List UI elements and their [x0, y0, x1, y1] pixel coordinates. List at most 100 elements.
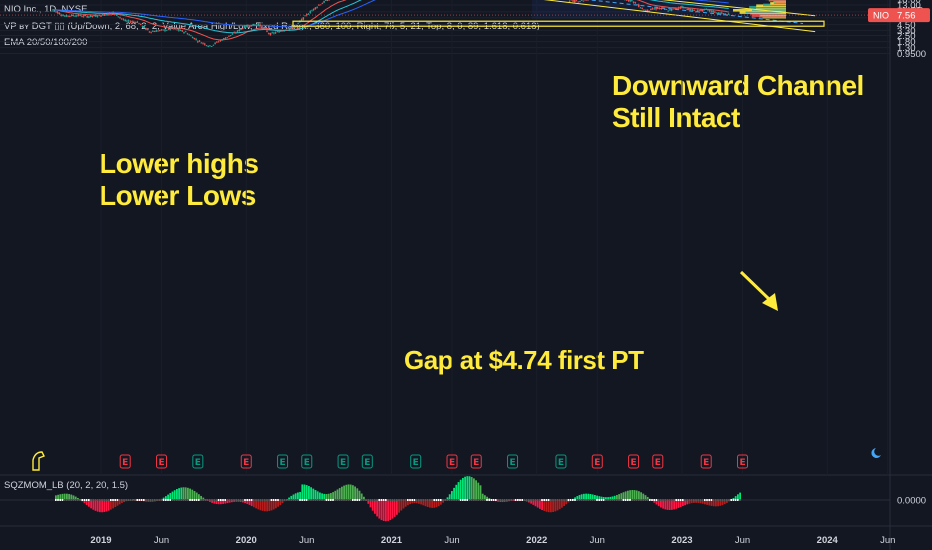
candle-body	[634, 2, 637, 4]
sqz-dot	[145, 499, 147, 501]
annotation-downward-channel[interactable]: Downward Channel Still Intact	[612, 70, 864, 134]
earnings-marker-box	[555, 454, 567, 469]
earnings-marker-box	[301, 454, 313, 469]
earnings-marker-label: E	[473, 458, 479, 468]
sqz-dot	[675, 499, 677, 501]
sqz-bar	[534, 500, 537, 507]
candle-body	[188, 34, 190, 36]
sqz-dot	[541, 499, 543, 501]
time-axis[interactable]: 2019 Jun 2020 Jun 2021 Jun 2022 Jun 2023 Jun 2024 J…	[90, 535, 895, 546]
sqz-dot	[272, 499, 275, 501]
sqz-dot	[246, 499, 248, 501]
candle-body	[584, 0, 586, 1]
sqz-dot	[187, 499, 189, 501]
candle-body	[178, 29, 180, 31]
sqz-bar	[123, 500, 125, 503]
grid	[0, 4, 932, 527]
candle-body	[669, 9, 671, 11]
sqz-dot	[68, 499, 70, 501]
sqz-bar	[246, 500, 249, 504]
candle-body	[62, 15, 64, 17]
sqz-dot	[576, 499, 578, 501]
candle-body	[60, 14, 63, 16]
earnings-marker-label: E	[558, 458, 564, 468]
annotation-lower-highs[interactable]: Lower highs Lower Lows	[99, 148, 259, 212]
sqz-bar	[149, 500, 152, 503]
candle-body	[105, 14, 107, 16]
sqz-bar	[407, 500, 409, 506]
sqz-dot	[598, 499, 600, 501]
sqz-dot	[380, 499, 383, 501]
candle-body	[141, 25, 144, 27]
sqz-bar	[552, 500, 554, 512]
earnings-marker-box	[737, 454, 749, 469]
sqz-bar	[620, 493, 623, 500]
candle-body	[280, 31, 282, 32]
sqz-bar	[440, 500, 442, 505]
gap-level-drawing[interactable]	[0, 14, 890, 27]
price-axis[interactable]: 100.0070.0050.0034.0024.0018.0013.009.00…	[868, 0, 930, 550]
sqz-dot	[253, 499, 255, 501]
sqz-bar	[200, 495, 202, 500]
candle-body	[124, 19, 127, 22]
sqz-dot	[545, 499, 548, 501]
sqz-bar	[57, 494, 59, 500]
sqz-bar	[215, 500, 218, 505]
sqz-dot	[732, 499, 735, 501]
sqz-dot	[400, 499, 402, 501]
candle-body	[252, 23, 254, 26]
sqz-dot	[728, 499, 730, 501]
sqz-bar	[112, 500, 114, 509]
sqz-dot	[149, 499, 152, 501]
sqz-dot	[369, 499, 372, 501]
sqz-dot	[389, 499, 391, 501]
candle-body	[197, 41, 199, 43]
candle-body	[691, 9, 694, 11]
candle-body	[145, 28, 147, 30]
sqz-dot	[393, 499, 396, 501]
sqz-dot	[627, 499, 629, 501]
channel-upper-line	[660, 0, 816, 17]
sqz-dot	[352, 499, 354, 501]
chart-title-legend[interactable]: NIO Inc., 1D, NYSE	[4, 4, 88, 15]
candle-body	[297, 22, 299, 24]
candle-body	[134, 22, 137, 23]
channel-drawing[interactable]	[355, 0, 816, 311]
sqz-bar	[539, 500, 541, 509]
candle-body	[110, 12, 113, 14]
sqz-bar	[530, 500, 532, 504]
squeeze-momentum-legend[interactable]: SQZMOM_LB (20, 2, 20, 1.5)	[4, 480, 129, 491]
x-tick-label: Jun	[880, 535, 895, 546]
annotation-gap-target[interactable]: Gap at $4.74 first PT	[404, 345, 644, 375]
candle-body	[221, 39, 223, 41]
sqz-bar	[378, 500, 381, 519]
sqz-dot	[587, 499, 589, 501]
candle-body	[662, 8, 664, 10]
sqz-bar	[596, 495, 598, 500]
sqz-bar	[277, 500, 279, 507]
candle-body	[727, 13, 730, 15]
sqz-bar	[715, 500, 717, 507]
sqz-bar	[415, 500, 418, 504]
sqz-dot	[413, 499, 416, 501]
sqz-dot	[101, 499, 103, 501]
ema-legend[interactable]: EMA 20/50/100/200	[4, 37, 88, 48]
sqz-dot	[699, 499, 702, 501]
sqz-bar	[484, 495, 486, 500]
sqz-bar	[272, 500, 275, 510]
candle-body	[228, 35, 230, 37]
candle-body	[79, 14, 82, 16]
sqz-bar	[422, 500, 425, 506]
candle-body	[101, 14, 104, 15]
candle-body	[203, 43, 206, 45]
sqz-bar	[462, 477, 464, 500]
sqz-bar	[290, 495, 293, 500]
sqz-dot	[583, 499, 585, 501]
sqz-bar	[358, 490, 361, 500]
sqz-dot	[624, 499, 627, 501]
sqz-dot	[611, 499, 614, 501]
candle-body	[305, 14, 308, 16]
candle-body	[643, 9, 645, 11]
